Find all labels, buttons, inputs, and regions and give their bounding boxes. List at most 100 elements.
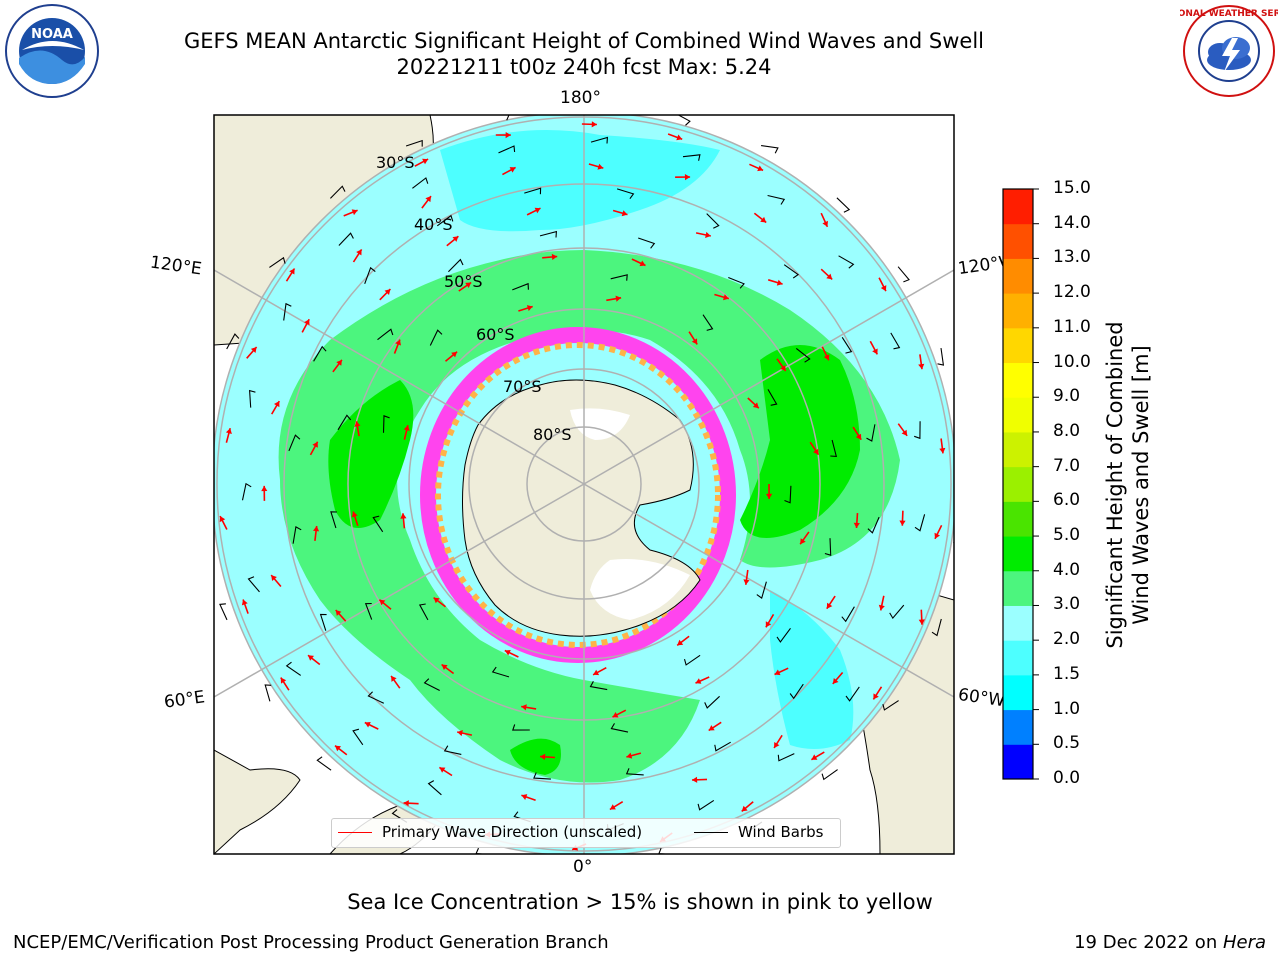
wind-barb: [448, 258, 464, 273]
wave-arrow-head: [356, 249, 362, 256]
wave-arrow-head: [822, 220, 828, 227]
legend-barb-label: Wind Barbs: [738, 823, 824, 841]
wave-arrow-head: [433, 597, 440, 604]
sea-ice-ring: [420, 327, 736, 663]
wave-arrow-head: [451, 351, 458, 358]
colorbar-frame: [1002, 188, 1034, 780]
wave-arrow-head: [241, 599, 248, 606]
wave-arrow-head: [705, 231, 711, 238]
wave-arrow-head: [313, 526, 320, 532]
colorbar-tick-label: 3.0: [1053, 594, 1081, 615]
wave-arrow-head: [757, 165, 764, 172]
colorbar-band: [1003, 536, 1033, 572]
wave-arrow-head: [384, 289, 391, 295]
lat-label-70s: 70°S: [503, 377, 542, 396]
wave-arrow-head: [261, 485, 268, 492]
wind-barb: [429, 329, 443, 346]
wave-arrow-head: [766, 493, 773, 499]
wind-barb: [313, 345, 327, 362]
wave-arrow-head: [425, 196, 431, 203]
wind-barb: [382, 415, 390, 433]
wave-arrow-head: [354, 421, 361, 427]
wind-barb: [364, 602, 373, 620]
wind-barb: [292, 526, 302, 544]
ice-shelf-white: [570, 408, 630, 440]
wave-arrow-head: [639, 260, 646, 267]
wind-barb: [427, 780, 442, 796]
wind-barb: [795, 347, 811, 363]
wave-arrow-head: [534, 207, 541, 214]
lat-label-40s: 40°S: [414, 215, 453, 234]
wave-arrow-head: [684, 174, 691, 181]
wave-zone-3-4m: [278, 250, 901, 783]
colorbar-band: [1003, 293, 1033, 329]
wave-arrow-head: [811, 754, 818, 760]
wave-arrow-head: [509, 167, 516, 173]
wave-arrow-head: [597, 163, 604, 170]
colorbar-band: [1003, 258, 1033, 294]
chart-subtitle: 20221211 t00z 240h fcst Max: 5.24: [396, 55, 772, 79]
wave-arrow-head: [677, 639, 684, 646]
wind-barb: [890, 332, 901, 350]
colorbar-tick-label: 11.0: [1053, 316, 1091, 337]
wave-arrow-head: [615, 295, 622, 302]
wave-arrow-head: [504, 650, 511, 656]
wind-barb: [697, 799, 715, 811]
wind-barb: [285, 661, 302, 676]
wind-barb: [638, 237, 656, 249]
nws-logo: NATIONAL WEATHER SERVICE: [1180, 5, 1278, 97]
wave-arrow-head: [855, 433, 862, 440]
wind-barb: [319, 613, 327, 631]
wave-arrow-head: [364, 722, 371, 728]
wind-barb: [931, 618, 942, 637]
wave-arrow-head: [934, 532, 940, 539]
wind-barb: [889, 604, 905, 620]
wave-arrow-head: [609, 804, 616, 810]
wave-arrow-head: [219, 516, 226, 523]
wave-arrow-head: [351, 209, 358, 216]
wave-arrow-head: [441, 664, 448, 670]
wave-arrow-head: [873, 693, 879, 700]
wind-barb: [610, 723, 629, 733]
wave-arrow-head: [593, 669, 600, 676]
wind-barb: [824, 538, 832, 556]
wind-barb: [269, 256, 286, 268]
africa-land: [214, 749, 301, 854]
wind-barb: [728, 276, 745, 289]
wave-arrow-head: [403, 425, 410, 431]
wave-arrow-head: [872, 348, 878, 355]
lat-label-50s: 50°S: [444, 272, 483, 291]
wind-barb: [784, 485, 792, 504]
wind-barb: [845, 686, 860, 702]
wave-arrow-head: [439, 767, 446, 773]
colorbar-band: [1003, 223, 1033, 259]
wind-barb: [830, 439, 838, 457]
wind-barb: [352, 728, 364, 746]
sea-ice-edge: [435, 342, 721, 648]
wave-arrow-head: [521, 704, 527, 711]
wind-barbs: [219, 115, 954, 854]
wave-arrow-head: [774, 742, 780, 748]
wind-barb: [423, 678, 440, 691]
wind-barb: [337, 414, 352, 431]
wind-barb: [512, 724, 530, 731]
colorbar-tick-label: 14.0: [1053, 212, 1091, 233]
sea-ice-note: Sea Ice Concentration > 15% is shown in …: [347, 890, 933, 914]
wave-arrow-head: [336, 359, 342, 366]
legend-wave-label: Primary Wave Direction (unscaled): [382, 823, 643, 841]
colorbar-band: [1003, 466, 1033, 502]
wind-barb: [367, 691, 385, 704]
wind-barb: [767, 194, 786, 205]
nws-logo-text: NATIONAL WEATHER SERVICE: [1180, 9, 1278, 19]
wave-arrow-head: [312, 441, 318, 448]
wave-arrow-head: [626, 752, 633, 759]
wind-barb: [914, 514, 926, 532]
wave-arrow-head: [880, 285, 887, 292]
wind-barb: [283, 302, 292, 321]
wave-arrow-head: [899, 520, 906, 526]
wave-arrow-head: [813, 448, 819, 455]
wind-barb: [789, 683, 804, 700]
wind-barb: [506, 115, 510, 121]
wave-arrow-head: [591, 121, 597, 128]
